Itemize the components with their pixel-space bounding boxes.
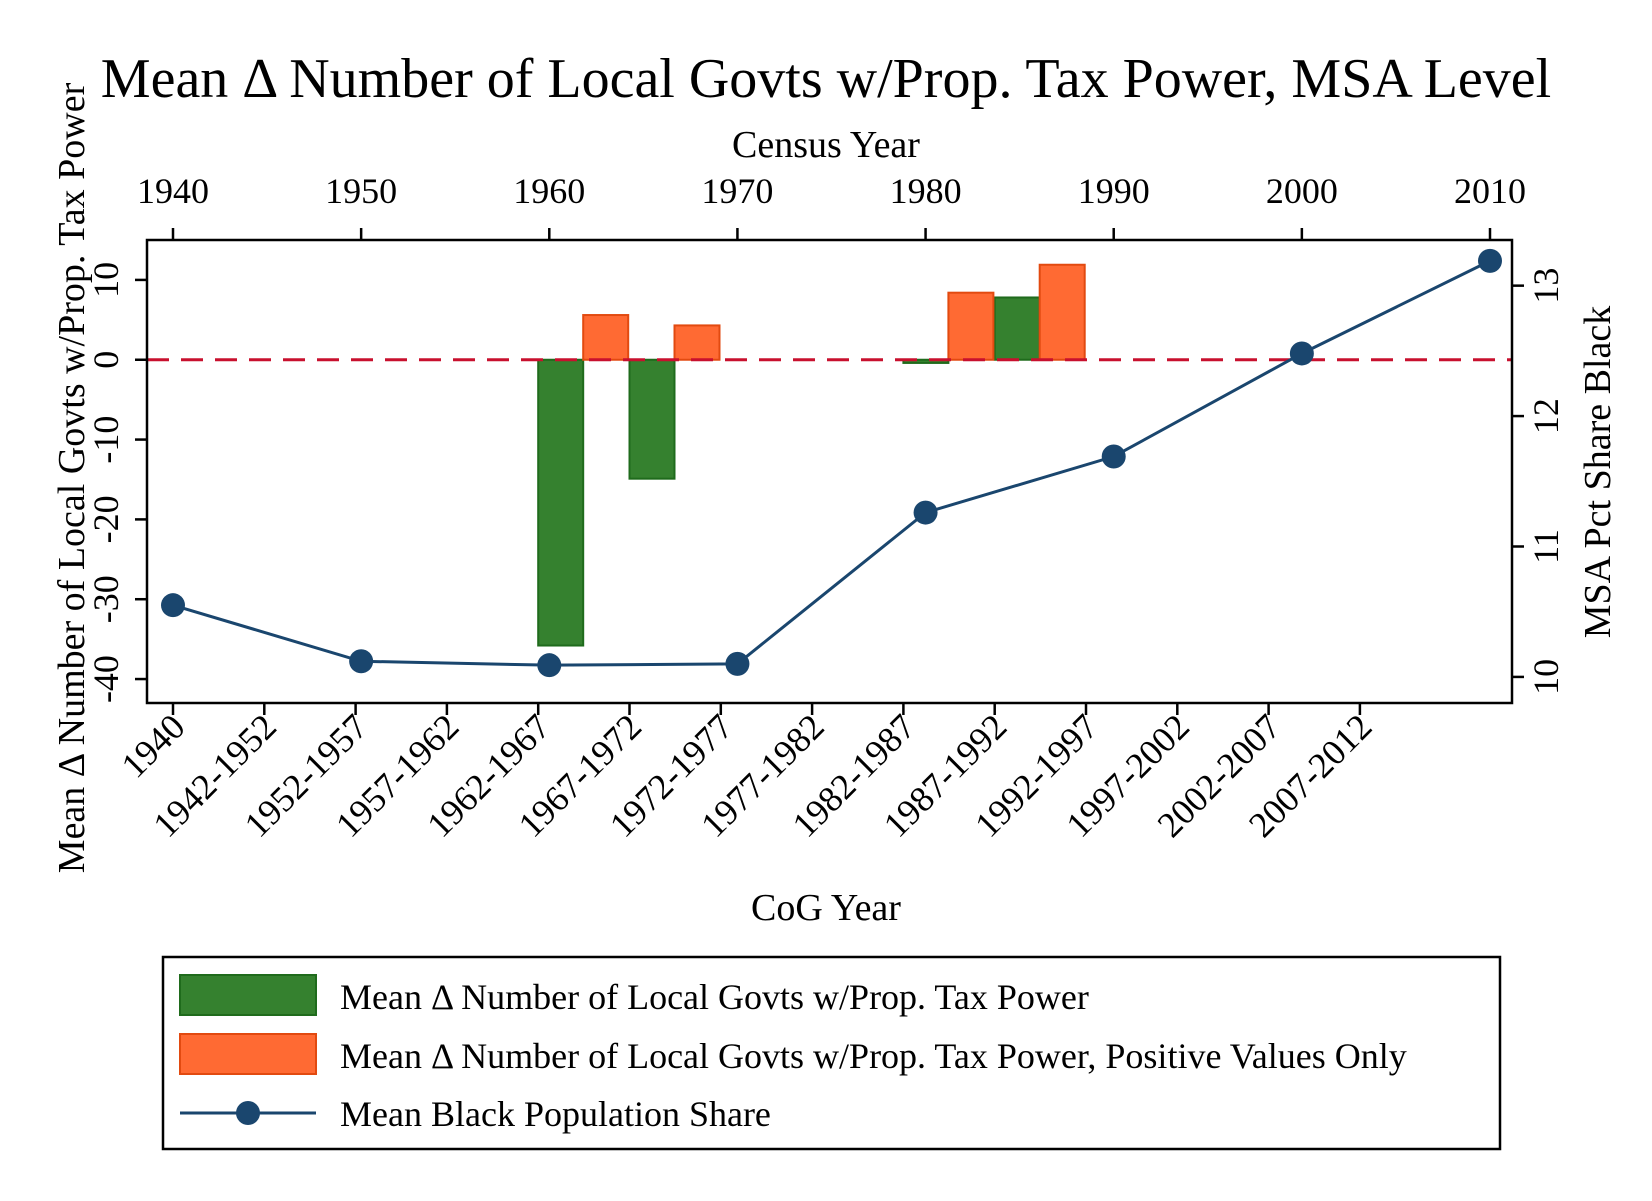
legend-label-green: Mean Δ Number of Local Govts w/Prop. Tax… <box>340 977 1089 1017</box>
left-axis-title: Mean Δ Number of Local Govts w/Prop. Tax… <box>51 82 93 873</box>
left-axis-tick-label: 10 <box>86 262 126 298</box>
right-axis-tick-label: 10 <box>1526 659 1566 695</box>
black-share-point <box>725 651 750 676</box>
left-axis-tick-label: -20 <box>86 495 126 543</box>
left-axis-tick-label: 0 <box>86 351 126 369</box>
plot-frame <box>145 238 1514 705</box>
top-axis-tick-label: 1940 <box>137 171 209 211</box>
bar-orange <box>582 314 630 361</box>
black-share-point <box>161 593 185 618</box>
legend-box <box>161 955 1502 1151</box>
left-axis-tick-label: -10 <box>86 416 126 464</box>
top-axis-tick-label: 2010 <box>1454 171 1526 211</box>
top-axis-tick-label: 1970 <box>701 171 773 211</box>
chart-title: Mean Δ Number of Local Govts w/Prop. Tax… <box>101 48 1551 110</box>
bar-green <box>537 358 585 647</box>
right-axis-tick-label: 13 <box>1526 268 1566 304</box>
bar-green <box>902 358 950 364</box>
legend-swatch-orange <box>179 1033 317 1075</box>
legend-swatch-marker <box>236 1101 260 1125</box>
black-share-line <box>172 259 1491 667</box>
bar-orange <box>1038 263 1086 361</box>
black-share-point <box>913 500 938 525</box>
bar-orange <box>947 291 995 361</box>
bar-orange <box>673 324 721 361</box>
black-share-point <box>1289 341 1314 366</box>
black-share-point <box>349 649 374 674</box>
black-share-point <box>1101 444 1126 469</box>
black-share-point <box>1478 248 1502 273</box>
bar-green <box>993 296 1041 361</box>
right-axis-tick-label: 12 <box>1526 398 1566 434</box>
legend: Mean Δ Number of Local Govts w/Prop. Tax… <box>161 955 1502 1151</box>
top-axis-tick-label: 2000 <box>1266 171 1338 211</box>
legend-label-orange: Mean Δ Number of Local Govts w/Prop. Tax… <box>340 1036 1407 1076</box>
top-axis-tick-label: 1990 <box>1078 171 1150 211</box>
bottom-axis-title: CoG Year <box>751 887 901 929</box>
right-axis-title: MSA Pct Share Black <box>1577 306 1619 638</box>
legend-label-line: Mean Black Population Share <box>340 1094 771 1134</box>
left-axis-tick-label: -30 <box>86 575 126 623</box>
black-share-point <box>537 653 562 678</box>
left-axis-tick-label: -40 <box>86 655 126 703</box>
top-axis-tick-label: 1980 <box>890 171 962 211</box>
top-axis-tick-label: 1960 <box>513 171 585 211</box>
top-axis-tick-label: 1950 <box>325 171 397 211</box>
bar-green <box>628 358 676 480</box>
legend-swatch-green <box>179 974 317 1016</box>
right-axis-tick-label: 11 <box>1526 529 1566 564</box>
top-axis-title: Census Year <box>732 124 920 166</box>
